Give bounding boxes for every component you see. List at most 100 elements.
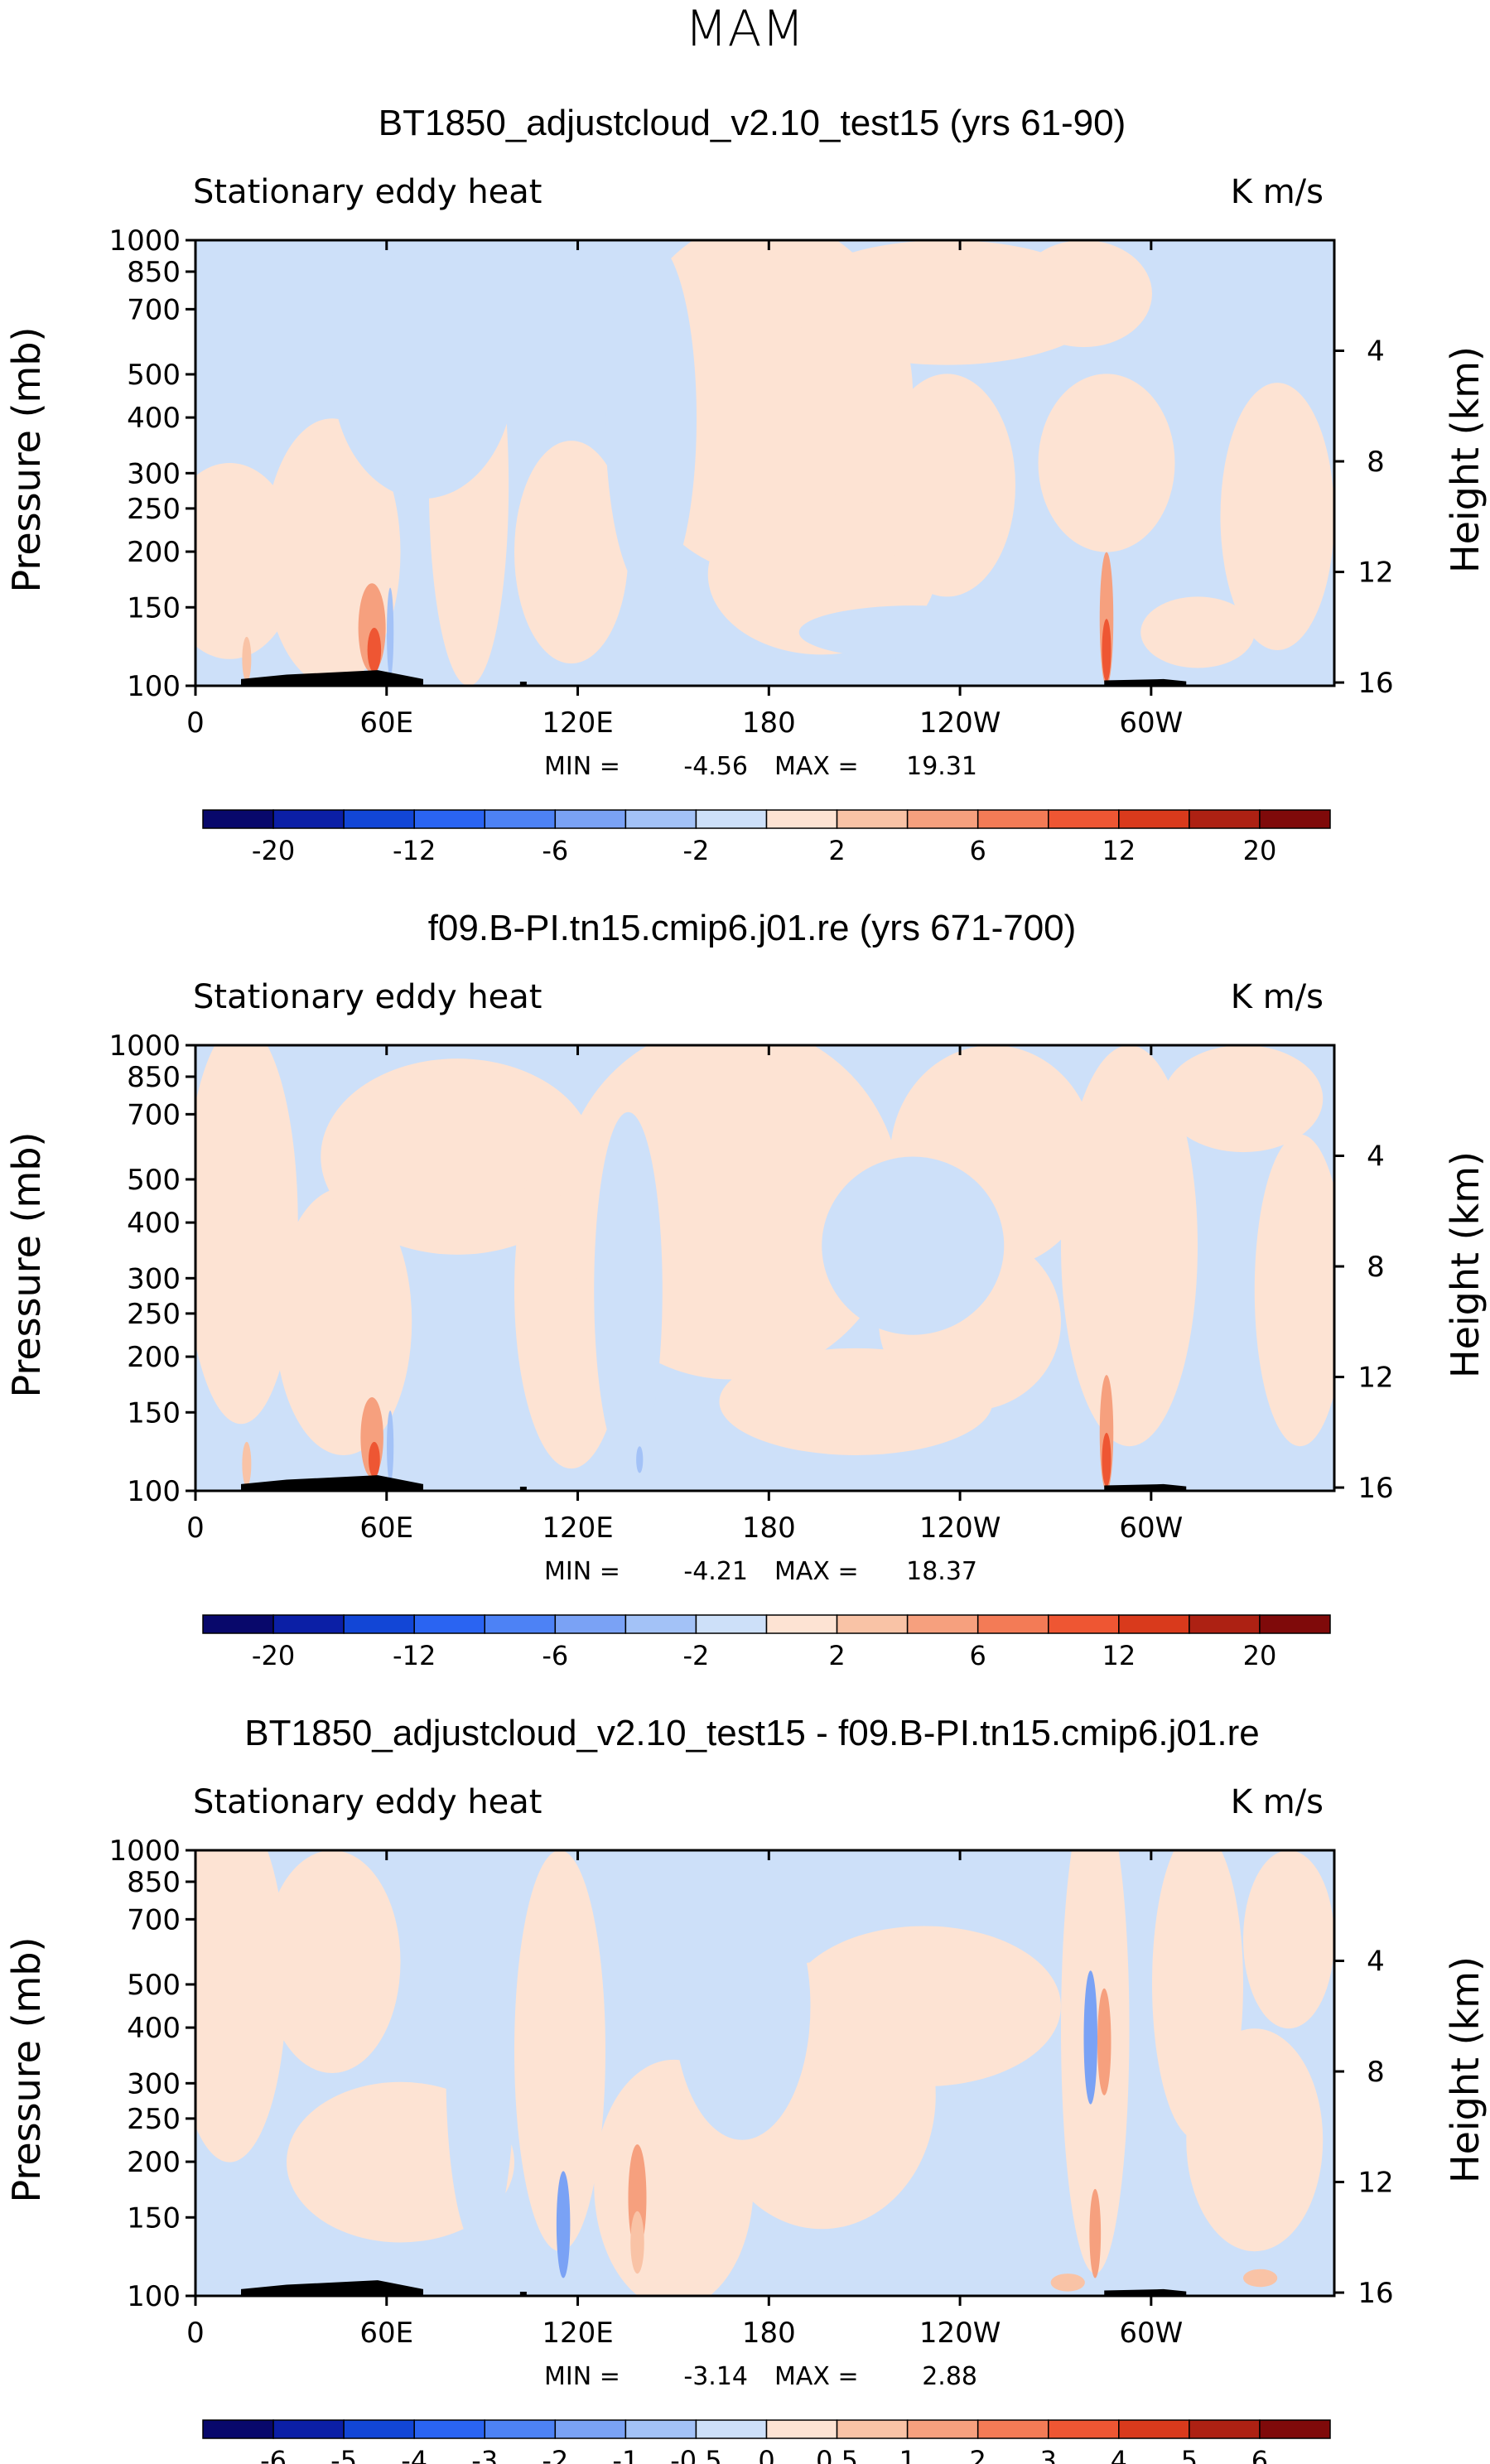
colorbar-swatch xyxy=(906,809,979,829)
y-tick-label: 850 xyxy=(127,1866,181,1899)
contour-extreme xyxy=(369,1441,380,1478)
y-tick-label: 1000 xyxy=(108,1835,181,1868)
y-tick-label: 500 xyxy=(127,1164,181,1197)
terrain-mask xyxy=(241,1475,423,1491)
colorbar-swatch xyxy=(624,809,697,829)
contour-region xyxy=(798,605,1027,659)
colorbar-swatch xyxy=(484,2419,557,2439)
contour-region xyxy=(788,1926,1061,2087)
y-tick-label: 300 xyxy=(127,2067,181,2100)
contour-extreme xyxy=(367,628,382,673)
x-tick-label: 180 xyxy=(742,2317,796,2350)
colorbar-swatch xyxy=(765,1614,838,1634)
colorbar-label: 6 xyxy=(970,835,986,866)
contour-region xyxy=(822,1156,1005,1335)
panel-3-max-label: MAX = xyxy=(774,2362,859,2391)
contour-extreme xyxy=(1102,619,1111,682)
y-tick-label: 100 xyxy=(127,670,181,703)
contour-extreme xyxy=(636,1446,644,1473)
colorbar-label: 2 xyxy=(828,835,845,866)
contour-extreme xyxy=(556,2171,571,2278)
colorbar-swatch xyxy=(554,2419,627,2439)
colorbar-label: -2 xyxy=(542,2445,568,2464)
contour-extreme xyxy=(630,2211,644,2274)
contour-extreme xyxy=(387,587,394,677)
y-tick-label: 500 xyxy=(127,359,181,392)
terrain-mask xyxy=(241,2280,423,2296)
height-tick-label: 16 xyxy=(1357,667,1393,700)
colorbar-label: -0.5 xyxy=(670,2445,721,2464)
colorbar-label: -6 xyxy=(260,2445,287,2464)
colorbar-swatch xyxy=(1048,2419,1120,2439)
colorbar-label: -12 xyxy=(393,835,436,866)
plot-frame xyxy=(194,239,1336,687)
panel-3-x-axis: 0 60E 120E 180 120W 60W xyxy=(186,1850,1183,2350)
colorbar-swatch xyxy=(1118,809,1190,829)
panel-1-right-string: K m/s xyxy=(1231,173,1324,211)
contour-extreme xyxy=(1102,1433,1111,1487)
colorbar-swatch xyxy=(836,809,909,829)
x-tick-label: 180 xyxy=(742,706,796,740)
x-tick-label: 0 xyxy=(186,2317,205,2350)
y-tick-label: 200 xyxy=(127,2146,181,2179)
panel-1-left-string: Stationary eddy heat xyxy=(193,173,542,211)
colorbar-label: 12 xyxy=(1102,1640,1136,1671)
panel-2-plot xyxy=(194,1044,1336,1492)
y-tick-label: 150 xyxy=(127,591,181,624)
panel-3-min-value: -3.14 xyxy=(683,2362,748,2391)
contour-region xyxy=(594,1111,663,1469)
colorbar-label: 3 xyxy=(1040,2445,1057,2464)
colorbar-label: 5 xyxy=(1181,2445,1198,2464)
contour-region xyxy=(1038,374,1175,552)
colorbar-label: 6 xyxy=(970,1640,986,1671)
panel-2-max-label: MAX = xyxy=(774,1557,859,1586)
height-tick-label: 12 xyxy=(1357,1362,1393,1395)
panel-1-max-value: 19.31 xyxy=(906,752,977,781)
y-tick-label: 300 xyxy=(127,457,181,490)
colorbar-label: 12 xyxy=(1102,835,1136,866)
panel-1-x-axis: 0 60E 120E 180 120W 60W xyxy=(186,240,1183,740)
panel-3-right-string: K m/s xyxy=(1231,1783,1324,1821)
colorbar-swatch xyxy=(1259,1614,1331,1634)
y-tick-label: 250 xyxy=(127,2103,181,2136)
contour-region xyxy=(879,374,1015,597)
panel-3: BT1850_adjustcloud_v2.10_test15 - f09.B-… xyxy=(4,1713,1488,2464)
colorbar-swatch xyxy=(836,2419,909,2439)
x-tick-label: 120E xyxy=(542,706,613,740)
panel-3-min-label: MIN = xyxy=(544,2362,620,2391)
contour-extreme xyxy=(387,1410,394,1483)
x-tick-label: 120W xyxy=(919,1512,1001,1545)
contour-extreme xyxy=(242,636,252,682)
panel-3-ylabel: Pressure (mb) xyxy=(4,1937,49,2203)
x-tick-label: 60W xyxy=(1119,2317,1183,2350)
y-tick-label: 100 xyxy=(127,1475,181,1508)
contour-region xyxy=(1015,240,1152,348)
panel-3-ylabel-right: Height (km) xyxy=(1443,1956,1488,2183)
height-tick-label: 12 xyxy=(1357,2167,1393,2200)
panel-2-height-axis: 16 12 8 4 xyxy=(1334,1140,1394,1505)
plot-frame xyxy=(194,1044,1336,1492)
colorbar-swatch xyxy=(413,809,485,829)
panel-3-colorbar: -6 -5 -4 -3 -2 -1 -0.5 0 0.5 1 2 3 4 5 6 xyxy=(202,2419,1331,2464)
colorbar-label: -6 xyxy=(542,835,568,866)
contour-field xyxy=(195,240,1334,686)
contour-extreme xyxy=(1050,2274,1085,2292)
colorbar-swatch xyxy=(272,1614,345,1634)
x-tick-label: 120E xyxy=(542,2317,613,2350)
plot-frame xyxy=(194,1849,1336,2298)
colorbar-swatch xyxy=(554,809,627,829)
colorbar-swatch xyxy=(765,2419,838,2439)
terrain-mask xyxy=(1104,2288,1187,2296)
panel-2: f09.B-PI.tn15.cmip6.j01.re (yrs 671-700)… xyxy=(4,908,1488,1671)
terrain-mask xyxy=(519,2292,527,2296)
panel-3-max-value: 2.88 xyxy=(922,2362,977,2391)
colorbar-swatch xyxy=(272,2419,345,2439)
x-tick-label: 120E xyxy=(542,1512,613,1545)
colorbar-label: 20 xyxy=(1243,835,1277,866)
panel-1-height-axis: 16 12 8 4 xyxy=(1334,335,1394,700)
contour-region xyxy=(195,1850,287,2163)
contour-region xyxy=(275,1188,412,1455)
